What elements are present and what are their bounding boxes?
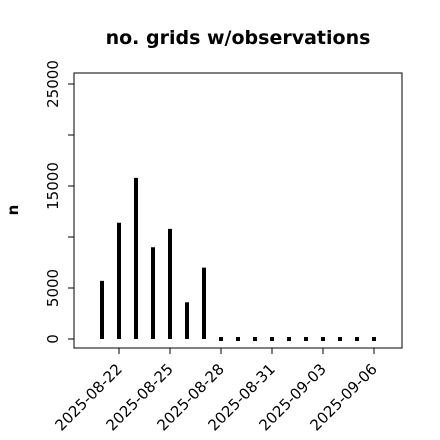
- bar: [372, 337, 376, 341]
- y-axis: 0 5000 15000 25000: [44, 60, 75, 344]
- bar: [321, 337, 325, 341]
- plot-area-frame: [73, 72, 403, 349]
- bar-series: [100, 177, 376, 341]
- bar: [287, 337, 291, 341]
- y-tick-label: 15000: [44, 162, 62, 210]
- bar: [355, 337, 359, 341]
- bar: [253, 337, 257, 341]
- bar: [236, 337, 240, 341]
- y-tick-label: 5000: [44, 269, 62, 307]
- bar: [338, 337, 342, 341]
- y-tick-label: 25000: [44, 60, 62, 108]
- y-axis-label: n: [4, 205, 22, 216]
- x-axis: 2025-08-222025-08-252025-08-282025-08-31…: [51, 347, 381, 434]
- chart-title: no. grids w/observations: [106, 27, 371, 49]
- bar: [304, 337, 308, 341]
- bar: [219, 337, 223, 341]
- bar: [270, 337, 274, 341]
- y-tick-label: 0: [44, 334, 62, 344]
